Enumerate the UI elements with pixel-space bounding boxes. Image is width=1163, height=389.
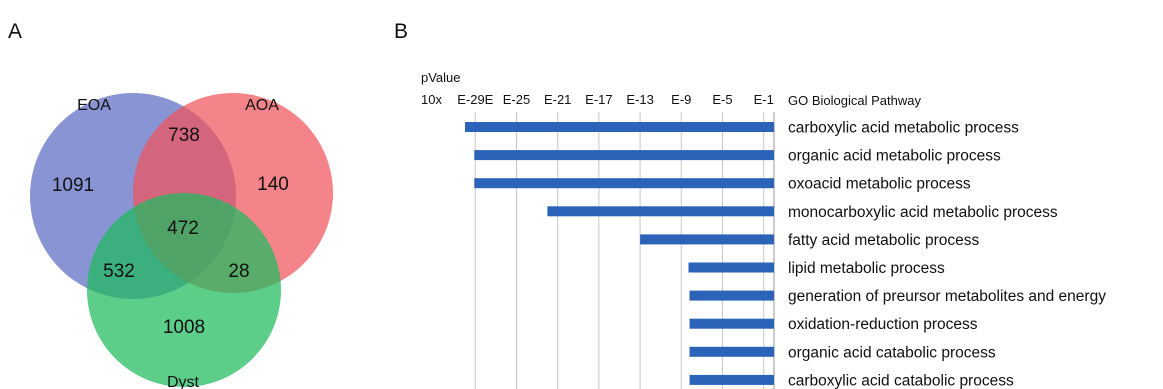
x-tick-label: E-17 [585, 92, 612, 107]
axis-prefix: 10x [421, 92, 442, 107]
category-label: organic acid metabolic process [788, 148, 1001, 165]
bar [688, 262, 774, 273]
venn-set-label-aoa: AOA [245, 97, 279, 114]
category-label: generation of preursor metabolites and e… [788, 288, 1106, 305]
bar [474, 150, 774, 161]
venn-diagram: EOA AOA Dyst 1091 140 1008 738 532 28 472 [30, 93, 333, 389]
panel-label-b: B [394, 20, 409, 43]
x-tick-label: E-25 [503, 92, 530, 107]
venn-region-eoa-aoa: 738 [168, 125, 200, 146]
bar [689, 290, 774, 301]
bar [474, 178, 774, 189]
category-label: oxoacid metabolic process [788, 176, 971, 193]
category-label: monocarboxylic acid metabolic process [788, 204, 1058, 221]
x-tick-label: E-5 [712, 92, 732, 107]
bar [640, 234, 774, 245]
venn-region-eoa-aoa-dyst: 472 [167, 218, 199, 239]
venn-region-aoa-dyst: 28 [228, 261, 249, 282]
venn-set-label-eoa: EOA [77, 97, 111, 114]
category-label: carboxylic acid catabolic process [788, 372, 1014, 389]
bar [689, 374, 774, 385]
axis-title: pValue [421, 70, 461, 85]
x-tick-label: E-29E [457, 92, 493, 107]
x-tick-label: E-13 [626, 92, 653, 107]
category-label: lipid metabolic process [788, 260, 945, 277]
bar [547, 206, 774, 217]
venn-region-aoa: 140 [257, 174, 289, 195]
venn-region-eoa-dyst: 532 [103, 261, 135, 282]
bar [689, 346, 774, 357]
venn-region-eoa: 1091 [52, 175, 94, 196]
venn-region-dyst: 1008 [163, 317, 205, 338]
x-tick-label: E-1 [754, 92, 774, 107]
venn-circle-dyst [87, 193, 281, 387]
x-tick-label: E-21 [544, 92, 571, 107]
bar [689, 318, 774, 329]
venn-set-label-dyst: Dyst [167, 374, 200, 389]
category-label: carboxylic acid metabolic process [788, 120, 1019, 137]
panel-label-a: A [8, 20, 23, 43]
category-header: GO Biological Pathway [788, 93, 921, 108]
x-tick-label: E-9 [671, 92, 691, 107]
category-label: oxidation-reduction process [788, 316, 978, 333]
category-label: fatty acid metabolic process [788, 232, 980, 249]
category-label: organic acid catabolic process [788, 344, 996, 361]
bar [465, 122, 774, 132]
